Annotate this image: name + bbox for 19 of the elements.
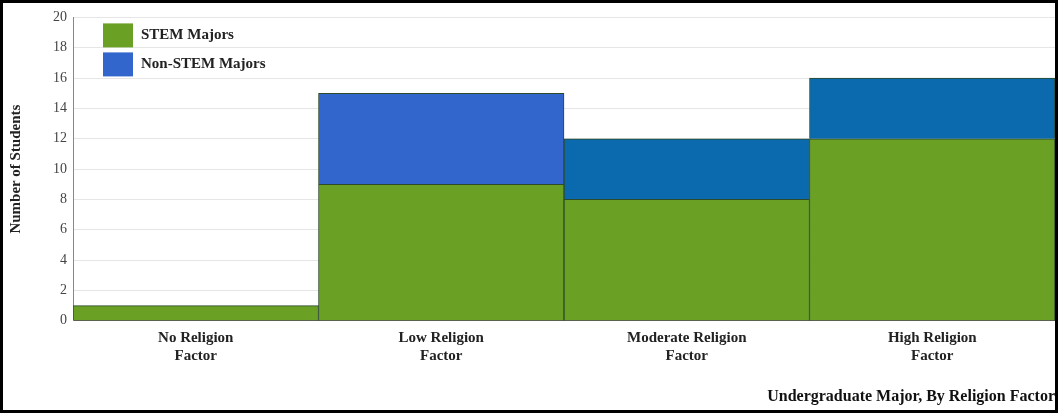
y-tick-label: 0 — [60, 312, 67, 328]
y-tick-label: 4 — [60, 251, 67, 267]
y-tick-label: 2 — [60, 282, 67, 298]
y-tick-label: 14 — [53, 100, 67, 116]
y-tick-label: 10 — [53, 160, 67, 176]
x-tick-label: Moderate Religion Factor — [626, 328, 748, 363]
y-tick-label: 6 — [60, 221, 67, 237]
y-tick-label: 18 — [53, 39, 67, 55]
y-axis-title: Number of Students — [6, 104, 23, 234]
legend-label: STEM Majors — [141, 26, 235, 43]
x-axis-title: Undergraduate Major, By Religion Factor — [767, 386, 1055, 405]
legend-label: Non-STEM Majors — [141, 55, 266, 72]
x-tick-label: Low Religion Factor — [398, 328, 485, 363]
y-tick-label: 16 — [53, 69, 67, 85]
x-tick-label: No Religion Factor — [158, 328, 235, 363]
y-tick-label: 8 — [60, 191, 67, 207]
x-tick-label: High Religion Factor — [887, 328, 978, 363]
y-tick-label: 20 — [53, 9, 67, 25]
y-tick-label: 12 — [53, 130, 67, 146]
